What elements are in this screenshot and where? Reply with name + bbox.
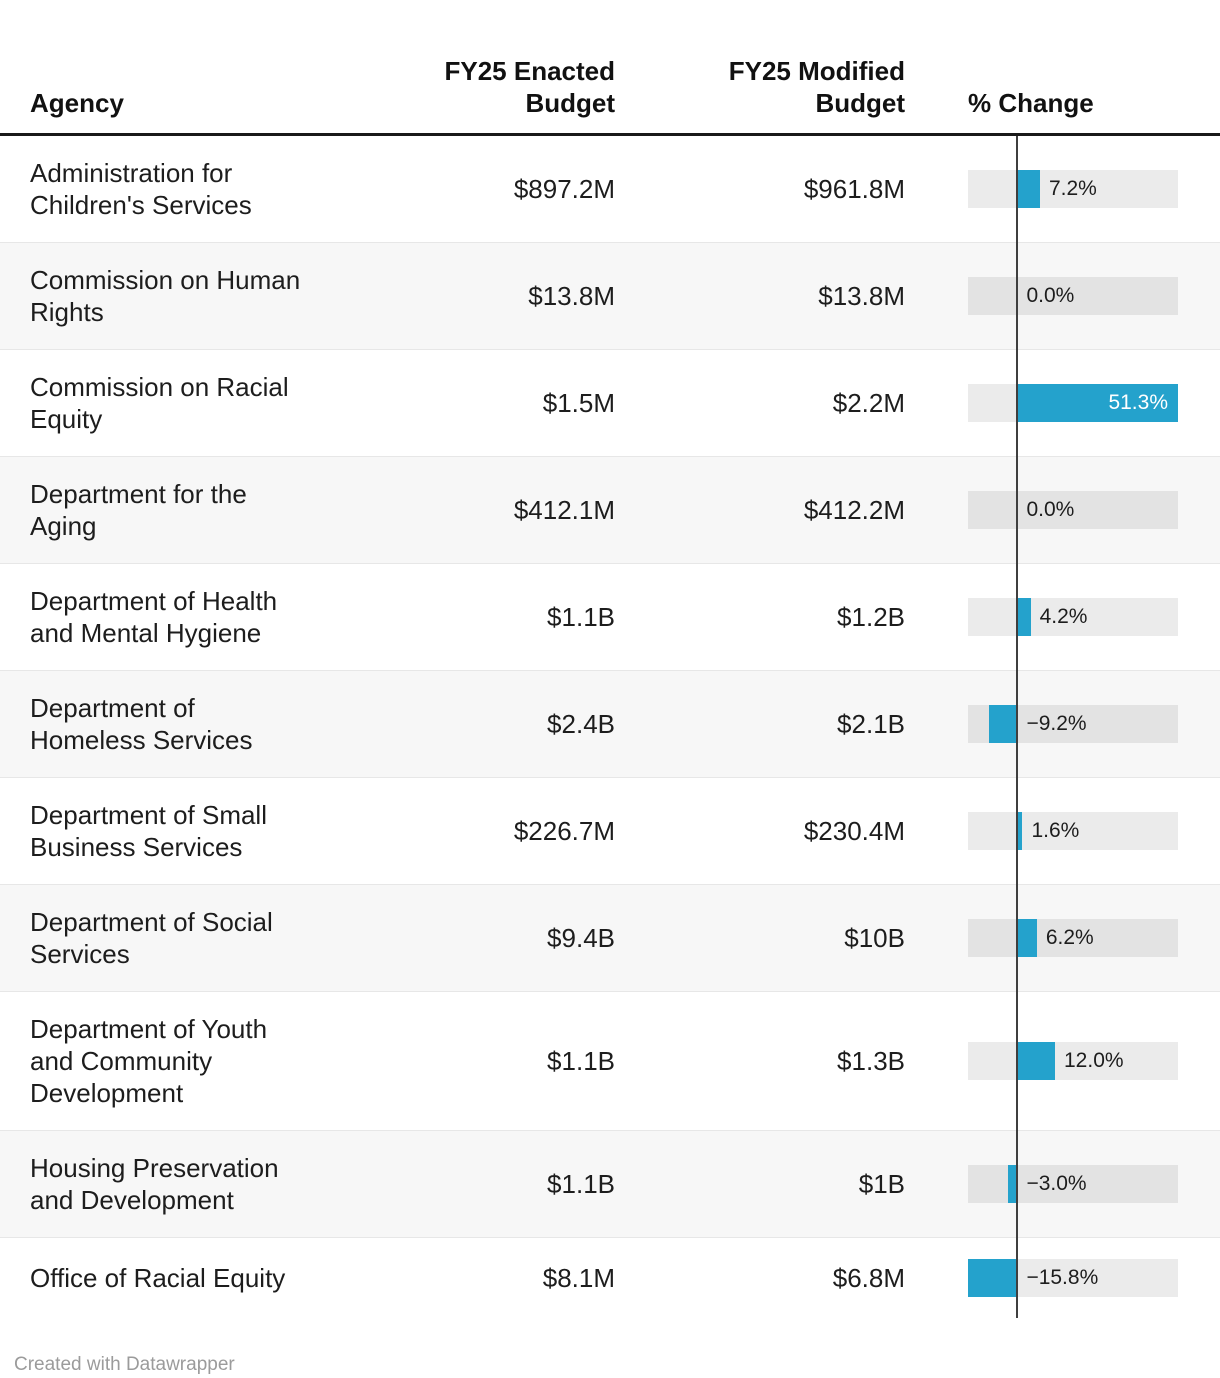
change-bar-cell: −9.2%	[968, 692, 1178, 756]
change-bar-cell: −15.8%	[968, 1259, 1178, 1297]
enacted-value: $226.7M	[513, 815, 615, 846]
agency-name: Commission on Human Rights	[30, 265, 301, 327]
agency-name: Administration for Children's Services	[30, 158, 252, 220]
change-value-label: −9.2%	[1026, 712, 1087, 735]
change-bar-cell: 6.2%	[968, 906, 1178, 970]
table-row: Department of Social Services $9.4B $10B…	[0, 884, 1220, 991]
change-bar	[1017, 598, 1031, 636]
agency-name: Department for the Aging	[30, 479, 247, 541]
table-row: Department for the Aging $412.1M $412.2M…	[0, 456, 1220, 563]
modified-value: $1B	[858, 1168, 905, 1199]
modified-value: $1.2B	[837, 601, 905, 632]
change-value-label: −15.8%	[1026, 1266, 1099, 1289]
enacted-value: $412.1M	[513, 494, 615, 525]
modified-value: $1.3B	[837, 1045, 905, 1076]
change-bar	[968, 1259, 1018, 1297]
change-bar-track	[968, 491, 1178, 529]
change-bar-cell: 0.0%	[968, 478, 1178, 542]
agency-name: Commission on Racial Equity	[30, 372, 289, 434]
enacted-value: $9.4B	[547, 922, 615, 953]
change-bar	[1017, 384, 1178, 422]
modified-value: $2.2M	[832, 387, 905, 418]
change-value-label: 0.0%	[1026, 284, 1075, 307]
enacted-value: $1.1B	[547, 601, 615, 632]
change-bar-track	[968, 919, 1178, 957]
header-agency-label: Agency	[30, 88, 124, 118]
table-row: Department of Health and Mental Hygiene …	[0, 563, 1220, 670]
change-bar-cell: 12.0%	[968, 1013, 1178, 1109]
table-row: Housing Preservation and Development $1.…	[0, 1130, 1220, 1237]
change-value-label: 12.0%	[1064, 1049, 1124, 1072]
enacted-value: $1.1B	[547, 1168, 615, 1199]
change-bar	[988, 705, 1018, 743]
enacted-value: $8.1M	[542, 1262, 615, 1293]
table-body: Administration for Children's Services $…	[0, 136, 1220, 1318]
change-bar	[1017, 919, 1037, 957]
modified-value: $961.8M	[803, 173, 905, 204]
change-bar	[1017, 170, 1040, 208]
table-row: Office of Racial Equity $8.1M $6.8M −15.…	[0, 1237, 1220, 1318]
change-value-label: 7.2%	[1048, 177, 1097, 200]
enacted-value: $1.1B	[547, 1045, 615, 1076]
change-bar-cell: 0.0%	[968, 264, 1178, 328]
modified-value: $10B	[844, 922, 905, 953]
modified-value: $6.8M	[832, 1262, 905, 1293]
change-value-label: 4.2%	[1039, 605, 1088, 628]
header-enacted-label: FY25 Enacted Budget	[444, 56, 615, 118]
change-value-label: 51.3%	[1108, 391, 1168, 414]
agency-name: Housing Preservation and Development	[30, 1153, 279, 1215]
agency-name: Department of Health and Mental Hygiene	[30, 586, 278, 648]
enacted-value: $2.4B	[547, 708, 615, 739]
modified-value: $412.2M	[803, 494, 905, 525]
change-bar-track	[968, 277, 1178, 315]
change-bar-cell: 4.2%	[968, 585, 1178, 649]
table-row: Department of Homeless Services $2.4B $2…	[0, 670, 1220, 777]
change-bar-cell: 7.2%	[968, 157, 1178, 221]
modified-value: $13.8M	[818, 280, 905, 311]
change-bar-track	[968, 170, 1178, 208]
modified-value: $2.1B	[837, 708, 905, 739]
header-row: Agency FY25 Enacted Budget FY25 Modified…	[0, 40, 1220, 136]
change-bar-track	[968, 598, 1178, 636]
change-bar-cell: 51.3%	[968, 371, 1178, 435]
enacted-value: $897.2M	[513, 173, 615, 204]
zero-axis-line	[1016, 136, 1019, 1318]
enacted-value: $13.8M	[528, 280, 615, 311]
change-value-label: 1.6%	[1031, 819, 1080, 842]
enacted-value: $1.5M	[542, 387, 615, 418]
table-row: Commission on Human Rights $13.8M $13.8M…	[0, 242, 1220, 349]
agency-name: Department of Small Business Services	[30, 800, 267, 862]
change-value-label: −3.0%	[1026, 1172, 1087, 1195]
change-bar-cell: 1.6%	[968, 799, 1178, 863]
agency-name: Office of Racial Equity	[30, 1263, 286, 1293]
modified-value: $230.4M	[803, 815, 905, 846]
change-bar	[1008, 1165, 1018, 1203]
table-row: Commission on Racial Equity $1.5M $2.2M …	[0, 349, 1220, 456]
table-row: Administration for Children's Services $…	[0, 136, 1220, 242]
change-value-label: 6.2%	[1045, 926, 1094, 949]
header-change-label: % Change	[968, 88, 1094, 118]
agency-name: Department of Youth and Community Develo…	[30, 1014, 268, 1108]
header-modified-label: FY25 Modified Budget	[728, 56, 905, 118]
change-value-label: 0.0%	[1026, 498, 1075, 521]
change-bar	[1017, 812, 1023, 850]
agency-name: Department of Social Services	[30, 907, 273, 969]
agency-name: Department of Homeless Services	[30, 693, 253, 755]
change-bar	[1017, 1042, 1055, 1080]
table-row: Department of Small Business Services $2…	[0, 777, 1220, 884]
change-bar-track	[968, 1165, 1178, 1203]
change-bar-track	[968, 1042, 1178, 1080]
datawrapper-credit: Created with Datawrapper	[14, 1354, 235, 1375]
change-bar-cell: −3.0%	[968, 1152, 1178, 1216]
change-bar-track	[968, 812, 1178, 850]
table-row: Department of Youth and Community Develo…	[0, 991, 1220, 1130]
